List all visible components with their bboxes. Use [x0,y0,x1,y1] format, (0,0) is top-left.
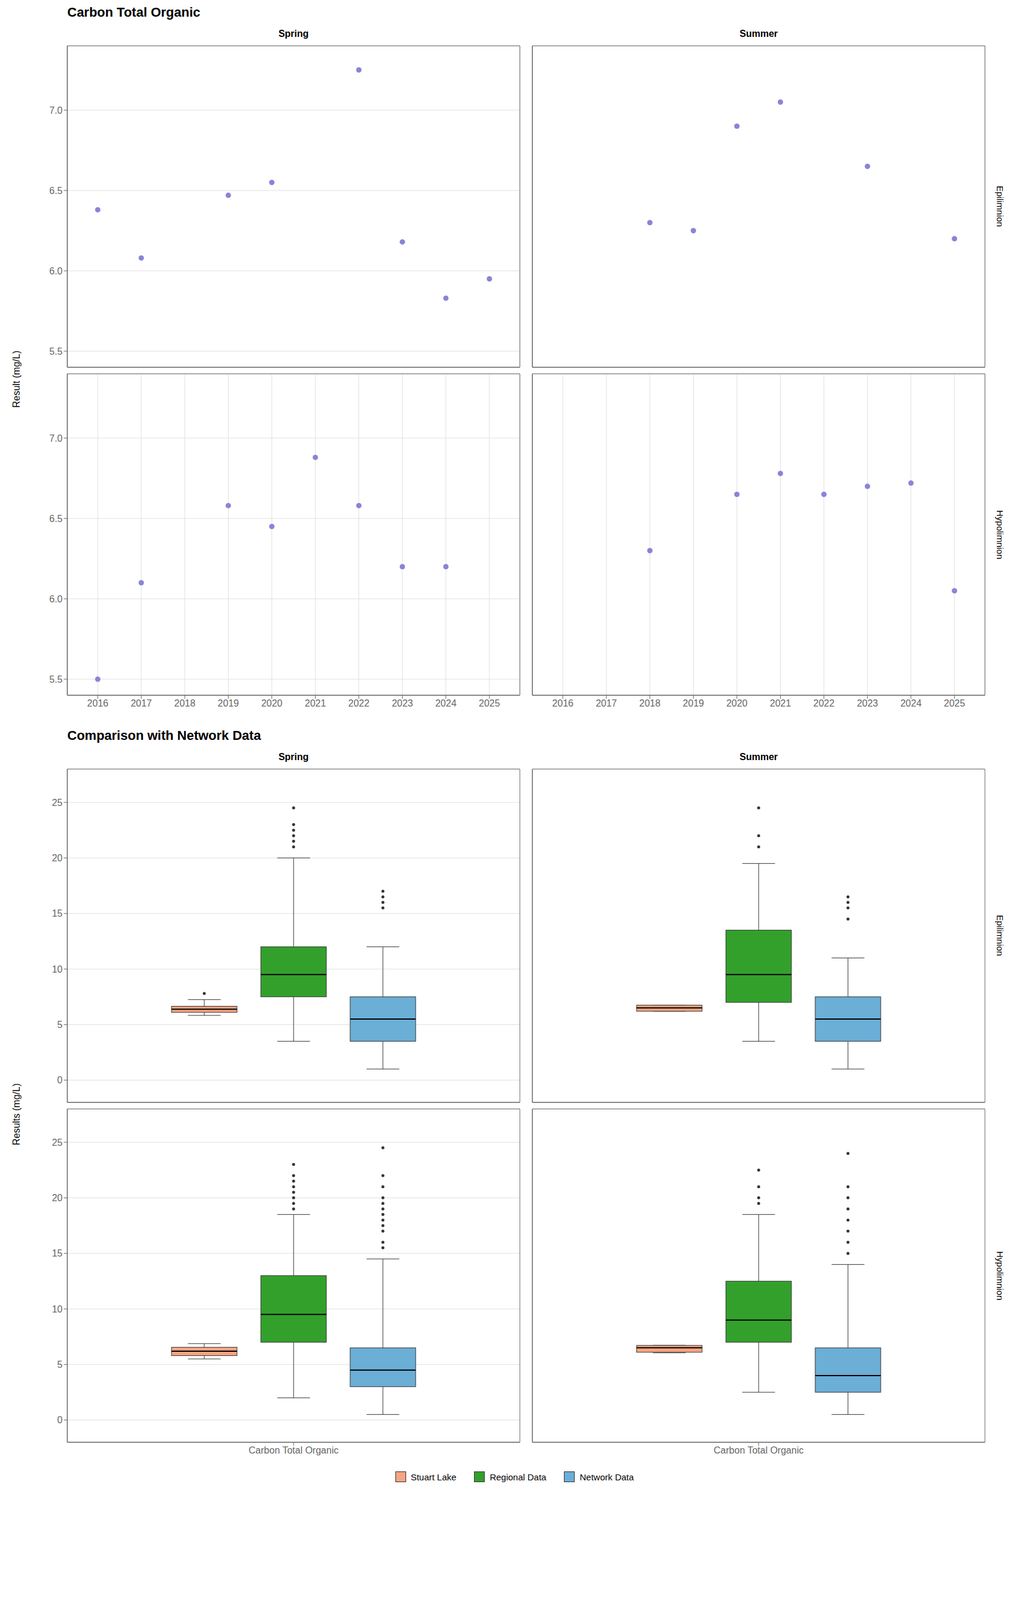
svg-text:2019: 2019 [683,698,705,709]
html-text:Hypolimnion: Hypolimnion [994,510,1005,560]
svg-text:2017: 2017 [595,698,617,709]
svg-text:2024: 2024 [435,698,457,709]
html-text:Carbon Total Organic: Carbon Total Organic [67,4,201,20]
svg-text:2021: 2021 [769,698,792,709]
svg-text:0: 0 [57,1415,63,1426]
svg-text:Carbon Total Organic: Carbon Total Organic [248,1445,339,1456]
svg-text:2024: 2024 [900,698,922,709]
svg-text:6.0: 6.0 [49,266,63,277]
svg-text:Carbon Total Organic: Carbon Total Organic [713,1445,804,1456]
html-text:Network Data: Network Data [579,1472,634,1483]
svg-text:0: 0 [57,1075,63,1086]
svg-text:6.0: 6.0 [49,594,63,605]
svg-text:2020: 2020 [261,698,283,709]
svg-text:7.0: 7.0 [49,105,63,116]
html-text:Regional Data: Regional Data [489,1472,547,1483]
svg-text:2019: 2019 [217,698,240,709]
svg-text:20: 20 [51,853,63,864]
svg-text:2016: 2016 [86,698,109,709]
svg-text:5.5: 5.5 [49,674,63,685]
svg-text:7.0: 7.0 [49,433,63,444]
svg-text:5.5: 5.5 [49,346,63,357]
svg-text:2025: 2025 [943,698,966,709]
svg-text:2018: 2018 [639,698,661,709]
svg-text:2016: 2016 [552,698,574,709]
svg-text:2022: 2022 [348,698,370,709]
html-text:Epilimnion: Epilimnion [994,915,1005,957]
svg-text:10: 10 [51,1304,63,1315]
svg-text:2020: 2020 [726,698,748,709]
svg-text:25: 25 [51,797,63,809]
html-text:Spring: Spring [278,28,309,39]
svg-text:5: 5 [57,1360,63,1371]
html-text:Stuart Lake: Stuart Lake [410,1472,457,1483]
html-text:Result (mg/L): Result (mg/L) [11,351,22,409]
svg-text:15: 15 [51,908,63,919]
svg-text:2023: 2023 [856,698,879,709]
svg-text:6.5: 6.5 [49,513,63,525]
svg-text:20: 20 [51,1193,63,1204]
html-text:Summer: Summer [739,28,778,39]
svg-text:2025: 2025 [478,698,501,709]
html-text:Epilimnion: Epilimnion [994,186,1005,228]
svg-text:25: 25 [51,1137,63,1149]
svg-text:2023: 2023 [391,698,414,709]
svg-text:2022: 2022 [813,698,835,709]
svg-text:10: 10 [51,964,63,975]
svg-text:2021: 2021 [304,698,327,709]
svg-text:5: 5 [57,1020,63,1031]
svg-text:15: 15 [51,1248,63,1259]
html-text:Results (mg/L): Results (mg/L) [11,1084,22,1147]
html-text:Comparison with Network Data: Comparison with Network Data [67,728,261,744]
svg-text:2018: 2018 [174,698,196,709]
svg-text:2017: 2017 [130,698,152,709]
html-text:Summer: Summer [739,752,778,763]
svg-text:6.5: 6.5 [49,185,63,196]
html-text:Spring: Spring [278,752,309,763]
html-text:Hypolimnion: Hypolimnion [994,1251,1005,1301]
